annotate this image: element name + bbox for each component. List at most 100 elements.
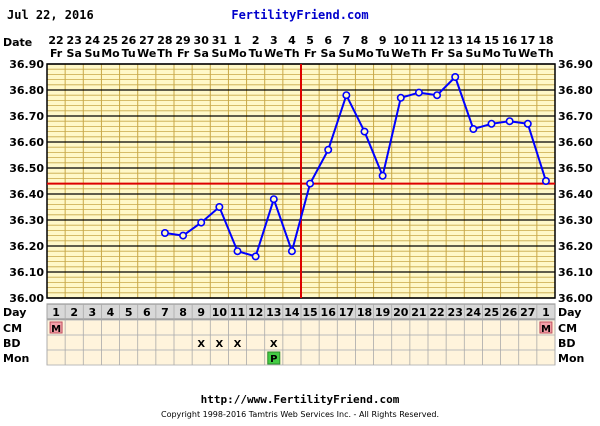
weekday-label: We [137,47,156,60]
bd-marker: X [215,339,223,350]
date-label: 17 [520,34,535,47]
weekday-label: Th [157,47,172,60]
date-label: 22 [48,34,63,47]
temperature-point [269,195,278,204]
weekday-label: Sa [194,47,209,60]
y-tick-label-right: 36.20 [558,240,593,253]
row-label-day-right: Day [558,306,581,319]
cycle-day-label: 6 [143,306,151,319]
temperature-point [251,252,260,261]
weekday-label: Tu [249,47,263,60]
cycle-day-label: 12 [248,306,263,319]
date-label: 24 [85,34,101,47]
temperature-point [160,229,169,238]
weekday-label: Sa [448,47,463,60]
bd-marker: X [270,339,278,350]
date-label: 3 [270,34,278,47]
temperature-point [287,247,296,256]
cycle-day-label: 23 [448,306,463,319]
date-label: 1 [234,34,242,47]
y-tick-label-left: 36.70 [9,110,44,123]
cm-marker [539,321,553,334]
date-label: 7 [343,34,351,47]
y-tick-label-left: 36.30 [9,214,44,227]
date-label: 2 [252,34,260,47]
footer-copyright: Copyright 1998-2016 Tamtris Web Services… [160,410,440,419]
cycle-day-label: 7 [161,306,169,319]
temperature-point [433,91,442,100]
temperature-point [541,177,550,186]
cycle-day-label: 18 [357,306,372,319]
cycle-day-label: 3 [89,306,97,319]
y-tick-label-left: 36.00 [9,292,44,305]
y-tick-label-left: 36.50 [9,162,44,175]
weekday-label: Sa [321,47,336,60]
y-tick-label-right: 36.80 [558,84,593,97]
temperature-line [164,75,547,258]
row-label-bd: BD [3,337,21,350]
date-label: 10 [393,34,409,47]
brand-title[interactable]: FertilityFriend.com [231,8,369,22]
date-label: 15 [484,34,499,47]
monitor-marker [267,351,281,365]
y-tick-label-right: 36.40 [558,188,593,201]
date-label: 18 [538,34,553,47]
cycle-day-label: 15 [302,306,317,319]
cycle-day-label: 1 [52,306,60,319]
temperature-point [414,88,423,97]
chart-date: Jul 22, 2016 [7,8,94,22]
date-label: 31 [212,34,227,47]
row-label-mon: Mon [3,352,29,365]
footer-url[interactable]: http://www.FertilityFriend.com [200,393,400,406]
cycle-day-label: 25 [484,306,499,319]
cm-marker [49,321,63,334]
temperature-point [360,127,369,136]
row-label-date: Date [3,36,32,49]
cycle-day-label: 14 [284,306,300,319]
temperature-point [451,73,460,82]
temperature-point [396,93,405,102]
weekday-label: Th [411,47,426,60]
y-tick-label-right: 36.60 [558,136,593,149]
date-label: 30 [194,34,210,47]
y-tick-label-right: 36.90 [558,58,593,71]
date-label: 5 [306,34,314,47]
temperature-point [215,203,224,212]
bd-marker: X [234,339,242,350]
weekday-label: Fr [304,47,317,60]
weekday-label: Mo [228,47,247,60]
temperature-point [523,119,532,128]
weekday-label: Tu [503,47,517,60]
weekday-label: Fr [177,47,190,60]
temperature-point [378,171,387,180]
cycle-day-label: 11 [230,306,245,319]
temperature-point [342,91,351,100]
y-tick-label-left: 36.10 [9,266,44,279]
cycle-day-label: 19 [375,306,390,319]
date-label: 29 [175,34,190,47]
y-tick-label-right: 36.10 [558,266,593,279]
cycle-day-label: 20 [393,306,409,319]
weekday-label: Su [211,47,227,60]
weekday-label: Tu [122,47,136,60]
temperature-point [487,119,496,128]
date-label: 11 [411,34,426,47]
row-label-bd-right: BD [558,337,576,350]
temperature-point [306,179,315,188]
date-label: 9 [379,34,387,47]
y-tick-label-left: 36.20 [9,240,44,253]
date-label: 25 [103,34,118,47]
cycle-day-label: 10 [212,306,228,319]
y-tick-label-right: 36.70 [558,110,593,123]
temperature-point [233,247,242,256]
temperature-point [197,218,206,227]
cycle-day-label: 21 [411,306,426,319]
temperature-point [324,145,333,154]
weekday-label: Mo [482,47,501,60]
y-tick-label-right: 36.00 [558,292,593,305]
y-tick-label-right: 36.30 [558,214,593,227]
cm-marker-label: M [51,324,61,335]
cycle-day-label: 9 [197,306,205,319]
date-label: 4 [288,34,296,47]
weekday-label: Sa [67,47,82,60]
